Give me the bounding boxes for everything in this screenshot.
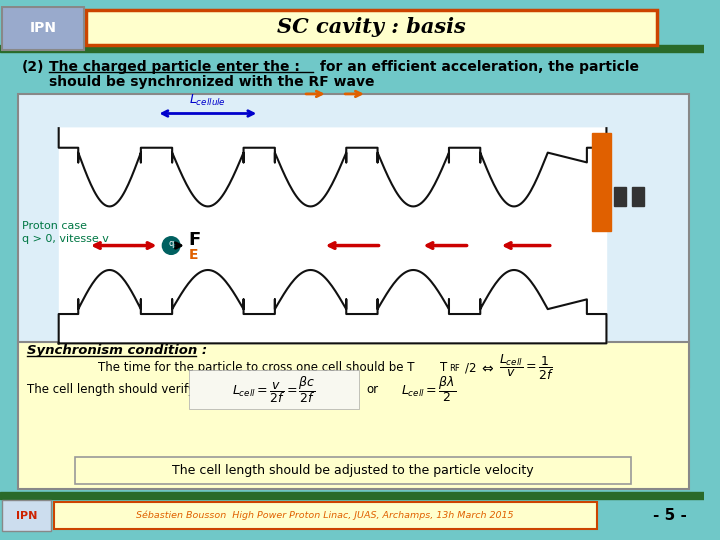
FancyBboxPatch shape bbox=[86, 10, 657, 45]
Text: The time for the particle to cross one cell should be T: The time for the particle to cross one c… bbox=[98, 361, 414, 374]
Text: IPN: IPN bbox=[16, 510, 37, 521]
Text: (2): (2) bbox=[22, 59, 44, 73]
Bar bbox=[0, 45, 704, 52]
Text: $L_{cellule}$: $L_{cellule}$ bbox=[189, 92, 226, 107]
Text: q > 0, vitesse v: q > 0, vitesse v bbox=[22, 234, 109, 244]
Text: Proton case: Proton case bbox=[22, 221, 86, 231]
FancyBboxPatch shape bbox=[54, 502, 597, 529]
Text: for an efficient acceleration, the particle: for an efficient acceleration, the parti… bbox=[315, 59, 639, 73]
Bar bbox=[2, 7, 84, 50]
Bar bbox=[632, 187, 644, 206]
Text: should be synchronized with the RF wave: should be synchronized with the RF wave bbox=[49, 75, 374, 89]
Bar bbox=[592, 133, 611, 231]
FancyBboxPatch shape bbox=[189, 370, 359, 409]
Bar bbox=[2, 500, 51, 531]
Text: E: E bbox=[189, 248, 198, 262]
Text: F: F bbox=[189, 231, 201, 249]
FancyBboxPatch shape bbox=[76, 457, 631, 484]
Text: T: T bbox=[440, 361, 447, 374]
Circle shape bbox=[163, 237, 180, 254]
Text: q: q bbox=[168, 239, 174, 248]
Text: $L_{cell}=\dfrac{\beta\lambda}{2}$: $L_{cell}=\dfrac{\beta\lambda}{2}$ bbox=[401, 374, 456, 404]
Polygon shape bbox=[59, 128, 606, 206]
Polygon shape bbox=[59, 270, 606, 343]
Text: The charged particle enter the :: The charged particle enter the : bbox=[49, 59, 300, 73]
Bar bbox=[0, 492, 704, 499]
Text: /2: /2 bbox=[464, 361, 476, 374]
FancyBboxPatch shape bbox=[17, 342, 688, 489]
Bar bbox=[59, 128, 606, 343]
Text: Synchronism condition :: Synchronism condition : bbox=[27, 343, 207, 357]
Text: Sébastien Bousson  High Power Proton Linac, JUAS, Archamps, 13h March 2015: Sébastien Bousson High Power Proton Lina… bbox=[136, 511, 513, 520]
Text: $\dfrac{L_{cell}}{v}=\dfrac{1}{2f}$: $\dfrac{L_{cell}}{v}=\dfrac{1}{2f}$ bbox=[499, 353, 554, 382]
Text: SC cavity : basis: SC cavity : basis bbox=[277, 17, 466, 37]
Text: - 5 -: - 5 - bbox=[653, 508, 687, 523]
Text: $L_{cell}=\dfrac{v}{2f}=\dfrac{\beta c}{2f}$: $L_{cell}=\dfrac{v}{2f}=\dfrac{\beta c}{… bbox=[232, 374, 316, 405]
Text: $\Leftrightarrow$: $\Leftrightarrow$ bbox=[480, 361, 495, 375]
Text: RF: RF bbox=[449, 364, 459, 373]
Text: or: or bbox=[366, 383, 379, 396]
Text: IPN: IPN bbox=[30, 22, 57, 36]
Text: The cell length should be adjusted to the particle velocity: The cell length should be adjusted to th… bbox=[172, 464, 534, 477]
FancyBboxPatch shape bbox=[17, 94, 688, 387]
Bar bbox=[614, 187, 626, 206]
Text: The cell length should verify:: The cell length should verify: bbox=[27, 383, 199, 396]
